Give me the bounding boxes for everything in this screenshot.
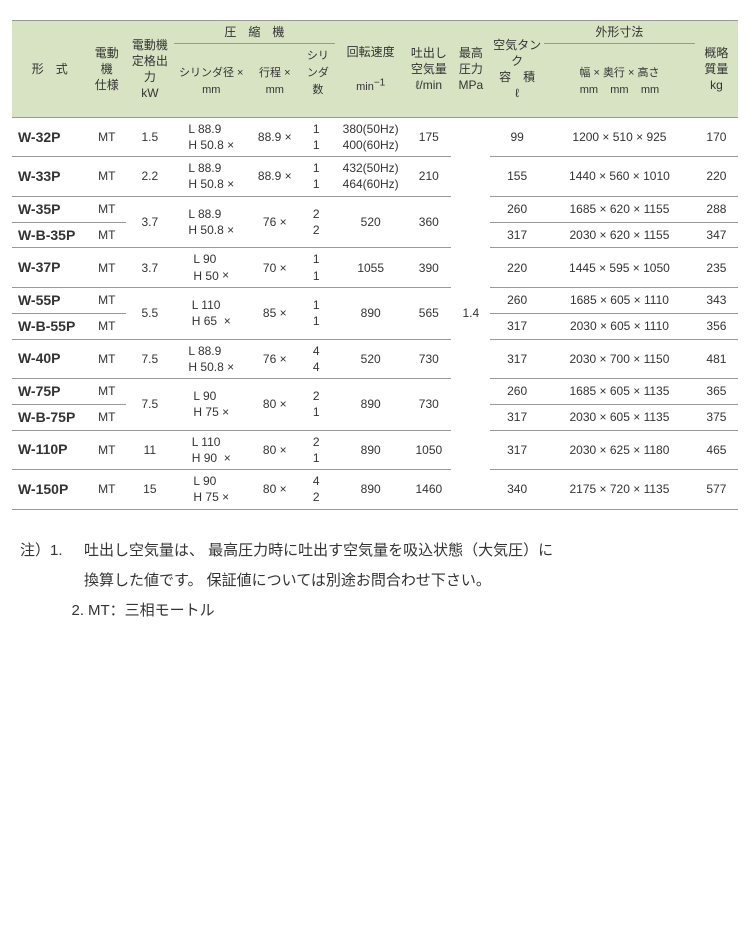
h-cyl-d: シリンダ径 × mm bbox=[174, 44, 249, 118]
h-dims-sub: 幅 × 奥行 × 高さ mm mm mm bbox=[544, 44, 695, 118]
h-motor-kw: 電動機定格出力kW bbox=[126, 21, 173, 118]
table-row: W-75PMT7.5L 90H 75 ×80 ×218907302601685 … bbox=[12, 378, 738, 404]
note-num-2: 2. bbox=[20, 596, 88, 626]
table-row: W-33PMT2.2L 88.9H 50.8 ×88.9 ×11432(50Hz… bbox=[12, 157, 738, 196]
table-row: W-150PMT15L 90H 75 ×80 ×4289014603402175… bbox=[12, 470, 738, 509]
table-row: W-40PMT7.5L 88.9H 50.8 ×76 ×445207303172… bbox=[12, 339, 738, 378]
h-press: 最高圧力MPa bbox=[451, 21, 490, 118]
h-stroke: 行程 × mm bbox=[249, 44, 301, 118]
h-air: 吐出し空気量ℓ/min bbox=[406, 21, 451, 118]
table-header: 形 式 電動機仕様 電動機定格出力kW 圧 縮 機 回転速度 min−1 吐出し… bbox=[12, 21, 738, 118]
h-mass: 概略質量kg bbox=[695, 21, 738, 118]
table-body: W-32PMT1.5L 88.9H 50.8 ×88.9 ×11380(50Hz… bbox=[12, 117, 738, 509]
note-1: 吐出し空気量は、 最高圧力時に吐出す空気量を吸込状態（大気圧）に換算した値です。… bbox=[84, 536, 553, 596]
h-cyl-n: シリンダ数 bbox=[301, 44, 336, 118]
h-dims: 外形寸法 bbox=[544, 21, 695, 44]
table-row: W-35PMT3.7L 88.9H 50.8 ×76 ×225203602601… bbox=[12, 196, 738, 222]
h-model: 形 式 bbox=[12, 21, 87, 118]
note-2: MT：三相モートル bbox=[88, 596, 215, 626]
table-row: W-37PMT3.7L 90H 50 ×70 ×1110553902201445… bbox=[12, 248, 738, 287]
spec-table: 形 式 電動機仕様 電動機定格出力kW 圧 縮 機 回転速度 min−1 吐出し… bbox=[12, 20, 738, 510]
h-compressor: 圧 縮 機 bbox=[174, 21, 336, 44]
notes-lead: 注）1. bbox=[20, 536, 84, 596]
table-row: W-32PMT1.5L 88.9H 50.8 ×88.9 ×11380(50Hz… bbox=[12, 117, 738, 156]
table-row: W-55PMT5.5L 110H 65 ×85 ×118905652601685… bbox=[12, 287, 738, 313]
h-tank: 空気タンク容 積ℓ bbox=[490, 21, 544, 118]
notes: 注）1. 吐出し空気量は、 最高圧力時に吐出す空気量を吸込状態（大気圧）に換算し… bbox=[12, 536, 738, 626]
table-row: W-110PMT11L 110H 90 ×80 ×218901050317203… bbox=[12, 430, 738, 469]
h-motor-spec: 電動機仕様 bbox=[87, 21, 126, 118]
h-rpm: 回転速度 min−1 bbox=[335, 21, 406, 118]
